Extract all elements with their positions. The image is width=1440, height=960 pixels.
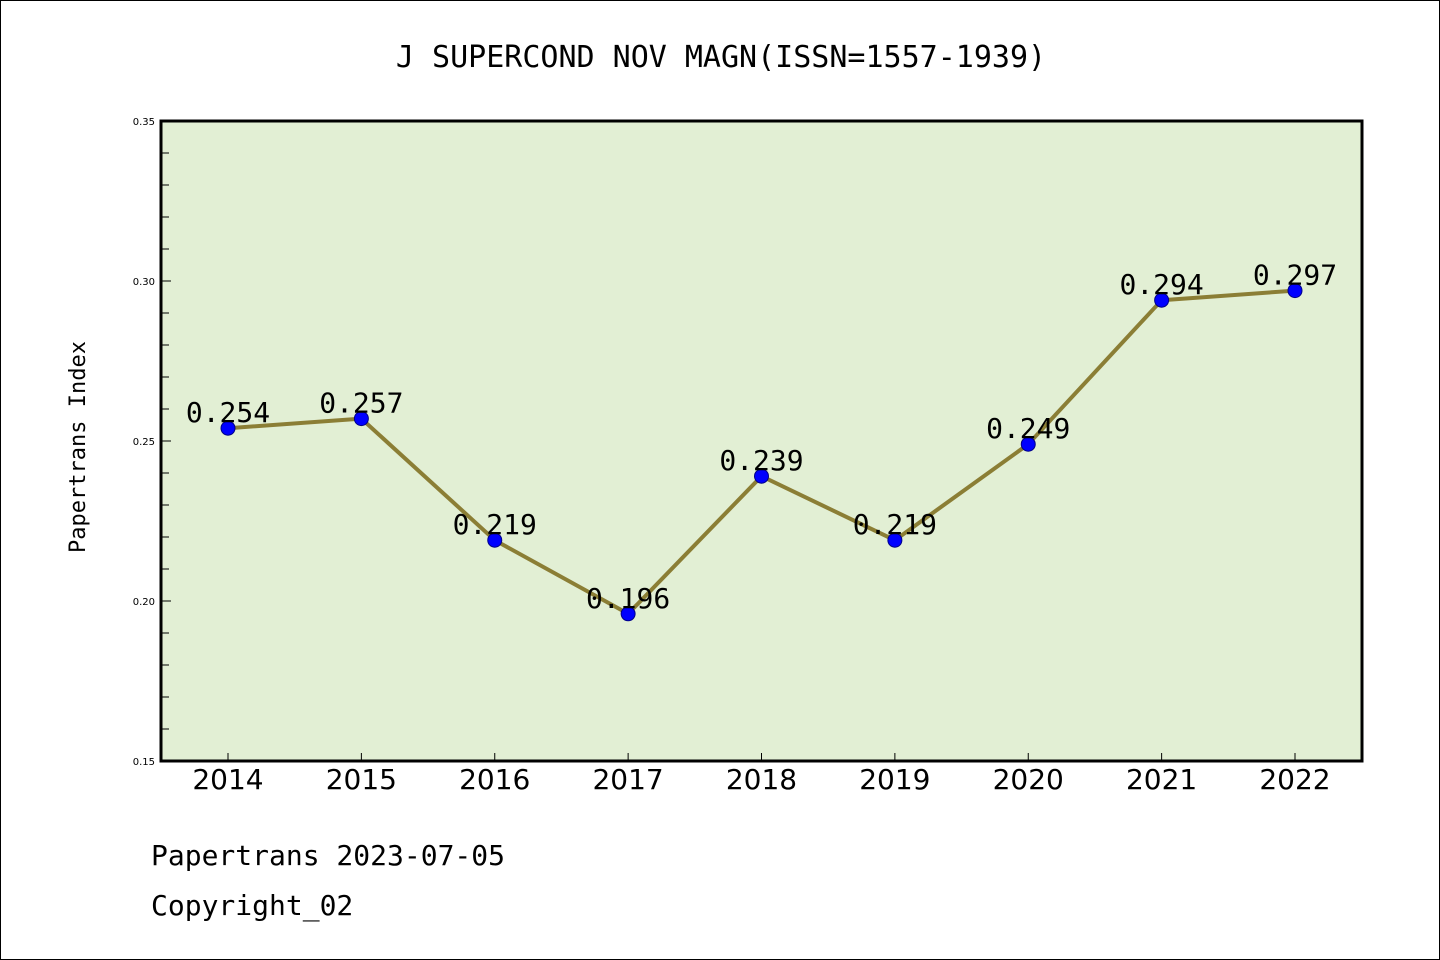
x-tick-label: 2018 [726,763,797,796]
plot-frame [159,119,1364,763]
data-point [353,411,369,427]
plot-area [161,121,1362,761]
data-point [887,532,903,548]
data-point [220,420,236,436]
data-point [620,606,636,622]
data-label: 0.294 [1119,268,1203,301]
data-point [1154,292,1170,308]
y-tick-label: 0.20 [133,597,155,608]
x-axis: 2014 2015 2016 2017 2018 2019 2020 2021 2022 [192,753,1331,796]
data-label: 0.254 [186,396,270,429]
data-point [1020,436,1036,452]
y-tick-label: 0.30 [133,277,155,288]
x-tick-label: 2020 [993,763,1064,796]
y-tick-label: 0.35 [133,117,155,128]
data-label: 0.249 [986,412,1070,445]
data-label: 0.196 [586,582,670,615]
data-label: 0.297 [1253,259,1337,292]
data-label: 0.219 [453,508,537,541]
data-point [487,532,503,548]
y-tick-label: 0.15 [133,757,155,768]
data-labels: 0.254 0.257 0.219 0.196 0.239 0.219 0.249 0.294… [186,259,1337,615]
footer-date: Papertrans 2023-07-05 [151,839,505,872]
x-tick-label: 2022 [1259,763,1330,796]
x-tick-label: 2015 [326,763,397,796]
x-tick-label: 2021 [1126,763,1197,796]
data-label: 0.257 [319,387,403,420]
data-label: 0.219 [853,508,937,541]
x-tick-label: 2014 [192,763,263,796]
chart-title: J SUPERCOND NOV MAGN(ISSN=1557-1939) [396,40,1046,75]
footer-copyright: Copyright_02 [151,889,353,923]
x-tick-label: 2019 [859,763,930,796]
x-tick-label: 2017 [592,763,663,796]
y-tick-label: 0.25 [133,437,155,448]
data-label: 0.239 [719,444,803,477]
y-axis-label: Papertrans Index [66,341,91,553]
series-line-group [220,283,1303,622]
data-point [754,468,769,484]
data-point [1287,283,1303,299]
x-tick-label: 2016 [459,763,530,796]
